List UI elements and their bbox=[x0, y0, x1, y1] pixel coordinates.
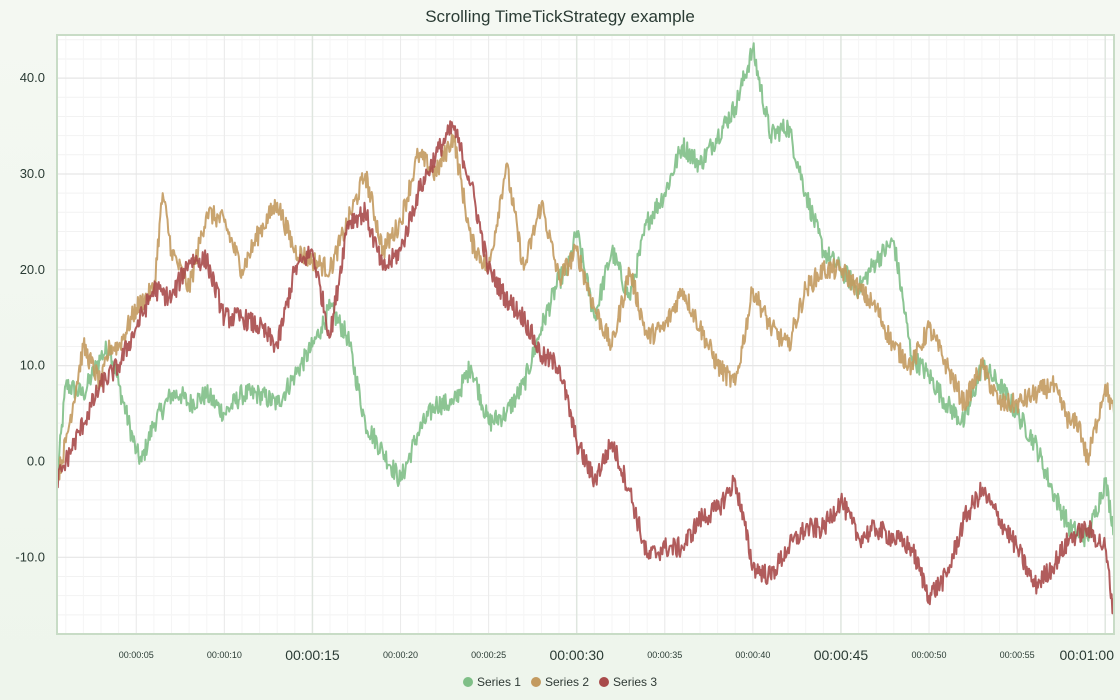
legend-marker-icon bbox=[599, 677, 610, 687]
legend: Series 1 Series 2 Series 3 bbox=[0, 675, 1120, 689]
y-tick-label: 30.0 bbox=[20, 166, 45, 181]
legend-marker-icon bbox=[530, 677, 541, 687]
chart-title: Scrolling TimeTickStrategy example bbox=[425, 7, 695, 26]
series-line-3 bbox=[56, 120, 1115, 615]
legend-item-series-3[interactable]: Series 3 bbox=[599, 675, 657, 689]
legend-label: Series 3 bbox=[613, 675, 658, 689]
series-line-2 bbox=[56, 133, 1115, 481]
legend-item-series-1[interactable]: Series 1 bbox=[462, 675, 521, 689]
x-tick-label: 00:00:40 bbox=[735, 650, 770, 660]
x-tick-label-major: 00:00:30 bbox=[549, 647, 604, 663]
y-tick-label: 20.0 bbox=[20, 262, 45, 277]
legend-item-series-2[interactable]: Series 2 bbox=[530, 675, 590, 689]
x-tick-label: 00:00:20 bbox=[383, 650, 418, 660]
x-tick-label-major: 00:00:45 bbox=[814, 647, 869, 663]
plot-background bbox=[57, 35, 1114, 634]
x-tick-label: 00:00:50 bbox=[912, 650, 947, 660]
y-tick-label: 0.0 bbox=[27, 453, 45, 468]
y-tick-label: -10.0 bbox=[15, 549, 45, 564]
x-tick-label: 00:00:05 bbox=[119, 650, 154, 660]
x-tick-label: 00:00:25 bbox=[471, 650, 506, 660]
plot-frame bbox=[56, 34, 1115, 635]
legend-marker-icon bbox=[462, 677, 473, 687]
legend-label: Series 2 bbox=[544, 675, 590, 689]
x-tick-label-major: 00:00:15 bbox=[285, 647, 340, 663]
x-tick-label: 00:00:35 bbox=[647, 650, 682, 660]
x-tick-label-major: 00:01:00 bbox=[1060, 647, 1115, 663]
y-tick-label: 40.0 bbox=[20, 70, 45, 85]
y-tick-label: 10.0 bbox=[20, 358, 45, 373]
legend-label: Series 1 bbox=[476, 675, 521, 689]
x-tick-label: 00:00:55 bbox=[1000, 650, 1035, 660]
x-tick-label: 00:00:10 bbox=[207, 650, 242, 660]
